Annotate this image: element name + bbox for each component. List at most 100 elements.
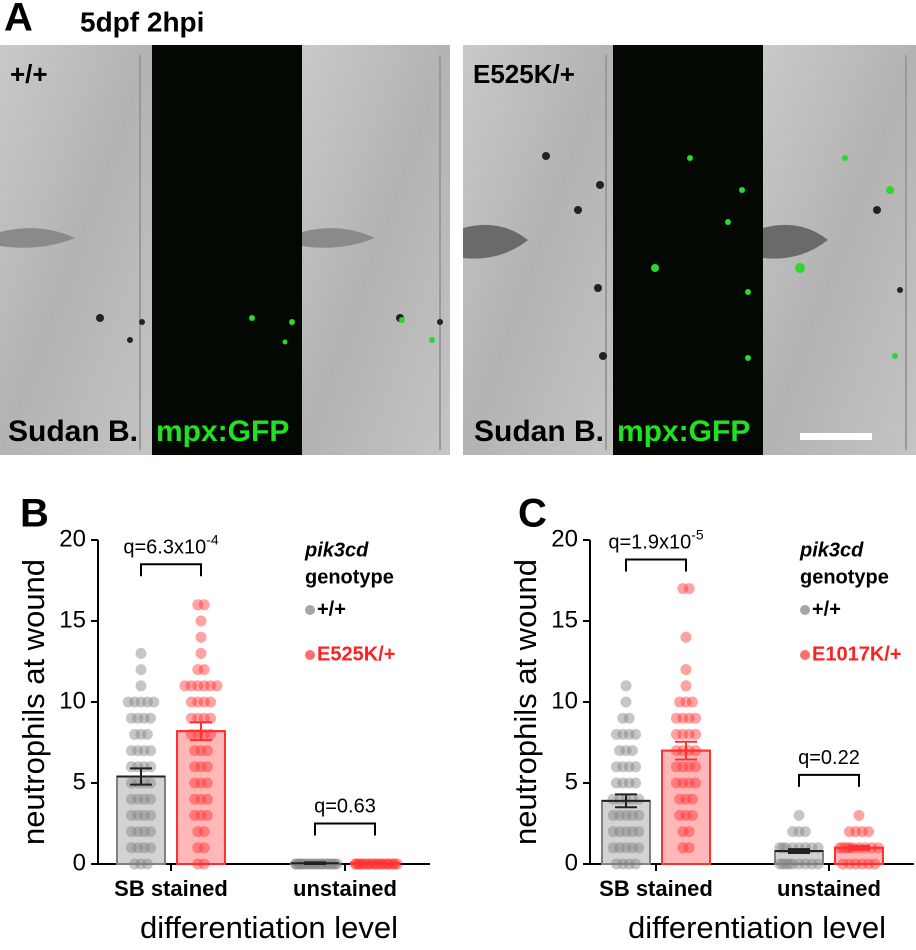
panel-label: A <box>4 0 33 40</box>
data-point <box>205 712 217 724</box>
y-tick-label: 15 <box>59 606 86 633</box>
data-point <box>690 761 702 773</box>
data-point <box>189 809 201 821</box>
legend-label: +/+ <box>812 598 841 620</box>
q-value: q=0.63 <box>314 796 376 818</box>
data-point <box>793 858 805 870</box>
data-point <box>793 826 805 838</box>
data-point <box>135 647 147 659</box>
significance-bracket <box>625 558 687 572</box>
data-point <box>198 680 210 692</box>
data-point <box>132 745 144 757</box>
data-point <box>869 858 881 870</box>
data-point <box>185 696 197 708</box>
data-point <box>633 826 645 838</box>
data-point <box>198 712 210 724</box>
data-point <box>617 858 629 870</box>
data-point <box>195 631 207 643</box>
q-value-exponent: -4 <box>206 531 219 547</box>
y-tick-label: 15 <box>551 606 578 633</box>
q-value: q=1.9x10-5 <box>608 526 704 554</box>
data-point <box>683 777 695 789</box>
error-bar <box>662 740 710 761</box>
data-point <box>141 858 153 870</box>
y-tick-label: 20 <box>551 525 578 552</box>
data-point <box>192 599 204 611</box>
data-point <box>198 664 210 676</box>
data-point <box>686 809 698 821</box>
y-tick-label: 5 <box>565 768 578 795</box>
data-point <box>132 826 144 838</box>
bar <box>176 730 226 865</box>
data-point <box>623 728 635 740</box>
data-point <box>125 793 137 805</box>
data-point <box>620 680 632 692</box>
data-point <box>138 793 150 805</box>
data-point <box>683 728 695 740</box>
data-point <box>125 761 137 773</box>
data-point <box>626 809 638 821</box>
x-tick-label: SB stained <box>599 876 713 901</box>
data-point <box>620 809 632 821</box>
legend-marker <box>800 605 810 615</box>
data-point <box>774 858 786 870</box>
q-value: q=6.3x10-4 <box>123 531 219 559</box>
data-point <box>195 793 207 805</box>
error-bar <box>835 844 883 851</box>
legend-marker <box>305 605 315 615</box>
data-point <box>192 826 204 838</box>
data-point <box>192 842 204 854</box>
data-point <box>201 793 213 805</box>
data-point <box>777 858 789 870</box>
data-point <box>617 728 629 740</box>
y-tick-label: 0 <box>565 849 578 876</box>
q-value-text: q=6.3x10 <box>123 537 206 559</box>
data-point <box>132 842 144 854</box>
data-point <box>617 777 629 789</box>
data-point <box>617 761 629 773</box>
data-point <box>132 793 144 805</box>
data-point <box>185 680 197 692</box>
data-point <box>138 826 150 838</box>
data-point <box>607 842 619 854</box>
data-point <box>129 858 141 870</box>
data-point <box>630 777 642 789</box>
data-point <box>677 728 689 740</box>
data-point <box>680 793 692 805</box>
gfp-label: mpx:GFP <box>156 415 289 448</box>
data-point <box>125 809 137 821</box>
data-point <box>145 712 157 724</box>
y-tick-label: 10 <box>551 687 578 714</box>
data-point <box>690 712 702 724</box>
data-point <box>145 777 157 789</box>
data-point <box>607 809 619 821</box>
data-point <box>623 777 635 789</box>
data-point <box>125 826 137 838</box>
gfp-label: mpx:GFP <box>617 415 750 448</box>
panel-label: B <box>20 492 49 536</box>
data-point <box>141 728 153 740</box>
data-point <box>856 826 868 838</box>
data-point <box>201 777 213 789</box>
data-point <box>626 793 638 805</box>
data-point <box>192 858 204 870</box>
significance-bracket <box>798 773 860 787</box>
data-point <box>125 745 137 757</box>
data-point <box>614 793 626 805</box>
y-axis-label: neutrophils at wound <box>16 559 51 845</box>
data-point <box>674 793 686 805</box>
data-point <box>195 615 207 627</box>
data-point <box>201 745 213 757</box>
data-point <box>198 858 210 870</box>
data-point <box>850 858 862 870</box>
data-point <box>617 712 629 724</box>
data-point <box>620 696 632 708</box>
data-point <box>192 680 204 692</box>
data-point <box>145 761 157 773</box>
data-point <box>205 696 217 708</box>
data-point <box>192 664 204 676</box>
data-point <box>610 858 622 870</box>
data-point <box>125 777 137 789</box>
data-point <box>670 761 682 773</box>
